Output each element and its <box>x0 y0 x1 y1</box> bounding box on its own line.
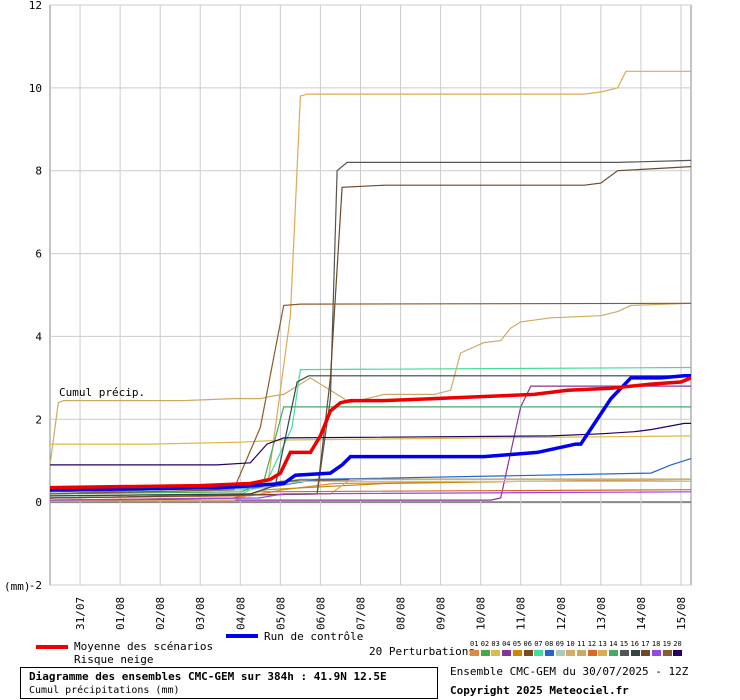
perturbations-legend-label: 20 Perturbations <box>369 645 475 658</box>
perturbation-number-04: 04 <box>502 640 511 648</box>
perturbation-swatch-16 <box>630 650 640 656</box>
perturbation-swatch-07 <box>534 650 544 656</box>
x-axis: 31/07 01/08 02/08 03/08 04/08 05/08 06/08 07/08… <box>74 597 688 630</box>
y-tick-label: 4 <box>35 330 42 343</box>
perturbation-swatch-04 <box>502 650 512 656</box>
mean-line <box>49 376 692 490</box>
y-tick-label: -2 <box>29 579 42 592</box>
perturbation-number-02: 02 <box>480 640 490 648</box>
x-tick-label: 15/08 <box>675 597 688 630</box>
perturbation-line-15 <box>49 159 692 499</box>
ensemble-info: Ensemble CMC-GEM du 30/07/2025 - 12Z <box>450 665 689 678</box>
perturbation-swatch-03 <box>491 650 501 656</box>
perturbation-swatch-05 <box>512 650 522 656</box>
perturbation-line-19 <box>49 302 692 495</box>
perturbation-number-07: 07 <box>534 640 543 648</box>
perturbation-number-20: 20 <box>673 640 682 648</box>
perturbation-line-04 <box>50 385 691 501</box>
perturbation-number-06: 06 <box>523 640 532 648</box>
x-tick-label: 10/08 <box>475 597 488 630</box>
y-tick-label: 12 <box>29 0 42 12</box>
perturbation-number-16: 16 <box>630 640 639 648</box>
perturbation-swatch-09 <box>555 650 565 656</box>
y-unit-label: (mm) <box>4 580 31 593</box>
control-legend-swatch <box>226 634 258 638</box>
perturbation-number-19: 19 <box>662 640 672 648</box>
perturbation-number-14: 14 <box>609 640 618 648</box>
perturbation-line-03 <box>50 435 692 445</box>
perturbation-swatch-14 <box>609 650 619 656</box>
y-tick-label: 0 <box>35 496 42 509</box>
perturbation-swatch-20 <box>673 650 683 656</box>
control-run-line <box>49 374 691 492</box>
x-tick-label: 01/08 <box>114 597 127 630</box>
x-tick-label: 11/08 <box>515 597 528 630</box>
x-tick-label: 09/08 <box>435 597 448 630</box>
x-tick-label: 04/08 <box>234 597 247 630</box>
perturbation-swatch-02 <box>480 650 490 656</box>
perturbation-line-20 <box>50 422 691 466</box>
grid <box>50 4 691 586</box>
series-group <box>49 70 692 502</box>
perturbation-number-01: 01 <box>470 640 479 648</box>
perturbation-swatch-10 <box>566 650 576 656</box>
perturbation-swatch-13 <box>598 650 608 656</box>
perturbation-number-05: 05 <box>512 640 522 648</box>
chart-title: Diagramme des ensembles CMC-GEM sur 384h… <box>29 670 387 683</box>
perturbation-line-14 <box>49 406 691 495</box>
chart-subtitle: Cumul précipitations (mm) <box>29 685 180 696</box>
x-tick-label: 06/08 <box>314 597 327 630</box>
perturbation-swatch-18 <box>651 650 661 656</box>
x-tick-label: 12/08 <box>555 597 568 630</box>
perturbation-number-13: 13 <box>598 640 607 648</box>
x-tick-label: 08/08 <box>395 597 408 630</box>
control-legend-label: Run de contrôle <box>264 630 364 643</box>
perturbation-number-10: 10 <box>566 640 575 648</box>
info-box: Diagramme des ensembles CMC-GEM sur 384h… <box>20 667 438 699</box>
x-tick-label: 13/08 <box>595 597 608 630</box>
perturbation-number-15: 15 <box>619 640 629 648</box>
x-tick-label: 31/07 <box>74 597 87 630</box>
x-tick-label: 07/08 <box>354 597 367 630</box>
mean-legend-label: Moyenne des scénarios <box>74 640 214 653</box>
perturbation-line-17 <box>49 166 692 499</box>
x-tick-label: 03/08 <box>194 597 207 630</box>
perturbation-swatch-08 <box>544 650 554 656</box>
perturbation-swatch-11 <box>577 650 586 656</box>
perturbation-line-18 <box>49 491 692 501</box>
mean-legend-swatch <box>36 645 68 649</box>
perturbation-line-11 <box>49 302 692 465</box>
perturbation-number-09: 09 <box>555 640 565 648</box>
cumul-precip-annotation: Cumul précip. <box>59 386 145 399</box>
perturbation-swatch-17 <box>641 650 651 656</box>
perturbation-line-16 <box>49 375 691 497</box>
y-tick-label: 8 <box>35 165 42 178</box>
perturbation-line-13 <box>49 70 691 502</box>
snow-legend-label: Risque neige <box>74 653 154 666</box>
perturbation-swatch-01 <box>470 650 479 656</box>
perturbation-number-18: 18 <box>651 640 661 648</box>
perturbation-swatch-19 <box>662 650 672 656</box>
y-tick-label: 10 <box>29 82 42 95</box>
plot-area <box>49 4 692 586</box>
perturbation-number-03: 03 <box>491 640 500 648</box>
perturbation-number-11: 11 <box>577 640 586 648</box>
perturbation-number-12: 12 <box>587 640 597 648</box>
perturbation-swatch-15 <box>619 650 629 656</box>
perturbation-number-08: 08 <box>544 640 554 648</box>
perturbation-swatch-06 <box>523 650 533 656</box>
y-tick-label: 6 <box>35 248 42 261</box>
perturbation-swatch-12 <box>587 650 597 656</box>
x-tick-label: 02/08 <box>154 597 167 630</box>
perturbation-number-17: 17 <box>641 640 650 648</box>
y-tick-label: 2 <box>35 413 42 426</box>
x-tick-label: 14/08 <box>635 597 648 630</box>
y-axis: -2 0 2 4 6 8 10 12 <box>29 0 43 592</box>
x-tick-label: 05/08 <box>274 597 287 630</box>
copyright: Copyright 2025 Meteociel.fr <box>450 684 629 697</box>
